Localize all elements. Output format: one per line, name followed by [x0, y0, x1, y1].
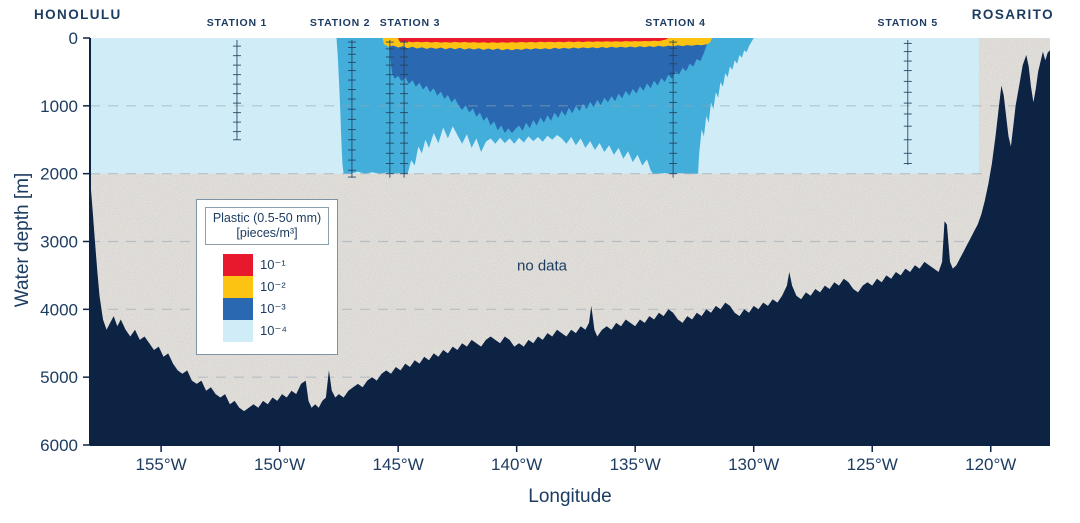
legend-entry: 10⁻³ [223, 298, 337, 320]
x-tick-label: 125°W [847, 455, 898, 474]
y-tick-label: 5000 [40, 368, 78, 387]
endpoint-label-honolulu: HONOLULU [34, 7, 122, 22]
legend-swatch-blue [223, 298, 253, 320]
x-tick-label: 130°W [728, 455, 779, 474]
x-tick-label: 135°W [610, 455, 661, 474]
legend-swatch-red [223, 254, 253, 276]
concentration-layer-1e-1 [398, 38, 669, 43]
legend-entry: 10⁻² [223, 276, 337, 298]
y-axis-title: Water depth [m] [12, 172, 33, 308]
legend-entry: 10⁻¹ [223, 254, 337, 276]
legend-entry-label: 10⁻³ [260, 301, 286, 316]
no-data-annotation: no data [516, 257, 568, 275]
y-tick-label: 0 [69, 29, 78, 48]
legend-entry-label: 10⁻² [260, 279, 286, 294]
y-tick-label: 6000 [40, 436, 78, 455]
concentration-layer-1e-3 [388, 38, 709, 133]
station-label: STATION 4 [645, 17, 705, 29]
station-label: STATION 5 [878, 17, 938, 29]
legend-entry-label: 10⁻⁴ [260, 323, 287, 338]
legend-entry-label: 10⁻¹ [260, 257, 286, 272]
x-tick-label: 120°W [965, 455, 1016, 474]
endpoint-label-rosarito: ROSARITO [971, 7, 1054, 22]
station-label: STATION 3 [380, 17, 440, 29]
x-tick-label: 150°W [254, 455, 305, 474]
legend-title: Plastic (0.5-50 mm) [212, 211, 322, 225]
bathymetry [90, 50, 1050, 445]
y-tick-label: 2000 [40, 165, 78, 184]
x-tick-label: 155°W [136, 455, 187, 474]
x-axis-title: Longitude [528, 486, 612, 507]
legend-swatch-yellow [223, 276, 253, 298]
legend-colorbar: 10⁻¹ 10⁻² 10⁻³ 10⁻⁴ [197, 254, 337, 342]
legend: Plastic (0.5-50 mm) [pieces/m³] 10⁻¹ 10⁻… [196, 199, 338, 355]
x-tick-label: 145°W [373, 455, 424, 474]
x-tick-label: 140°W [491, 455, 542, 474]
y-tick-label: 3000 [40, 233, 78, 252]
legend-swatch-lightblue [223, 320, 253, 342]
legend-title-box: Plastic (0.5-50 mm) [pieces/m³] [204, 207, 330, 245]
station-label: STATION 1 [207, 17, 267, 29]
station-label: STATION 2 [310, 17, 370, 29]
y-tick-label: 1000 [40, 97, 78, 116]
legend-subtitle: [pieces/m³] [236, 226, 298, 240]
y-tick-label: 4000 [40, 300, 78, 319]
legend-entry: 10⁻⁴ [223, 320, 337, 342]
